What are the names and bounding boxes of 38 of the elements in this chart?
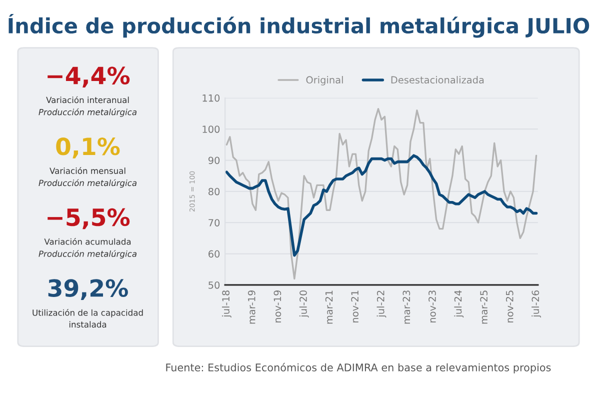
x-tick-label: nov-21 bbox=[351, 290, 359, 322]
y-tick-label: 50 bbox=[208, 281, 220, 289]
x-tick-label: mar-19 bbox=[248, 290, 256, 324]
x-tick-label: nov-23 bbox=[428, 290, 436, 322]
legend-label: Original bbox=[306, 76, 343, 86]
y-tick-label: 60 bbox=[208, 250, 220, 258]
y-tick-label: 100 bbox=[202, 126, 220, 133]
text: −4,4% bbox=[48, 66, 130, 88]
y-tick-label: 80 bbox=[208, 188, 220, 196]
x-tick-label: jul-22 bbox=[376, 290, 386, 318]
x-tick-label: mar-21 bbox=[325, 290, 333, 324]
text: Utilización de la capacidad bbox=[32, 309, 143, 318]
x-tick-label: jul-20 bbox=[299, 290, 309, 318]
text: −5,5% bbox=[48, 208, 130, 230]
y-tick-label: 90 bbox=[208, 156, 220, 164]
line-series bbox=[225, 154, 538, 257]
text: instalada bbox=[69, 321, 106, 328]
text: Producción metalúrgica bbox=[38, 250, 136, 259]
x-tick-label: mar-25 bbox=[480, 290, 488, 324]
text: Producción metalúrgica bbox=[38, 108, 136, 117]
y-tick-label: 110 bbox=[202, 94, 220, 102]
line-series bbox=[226, 108, 538, 280]
text: Variación mensual bbox=[50, 167, 126, 174]
chart-title: Índice de producción industrial metalúrgica JULIO bbox=[8, 14, 590, 38]
x-tick-label: jul-24 bbox=[454, 290, 464, 318]
text: Variación interanual bbox=[46, 96, 129, 104]
x-tick-label: mar-23 bbox=[402, 290, 410, 324]
legend-label: Desestacionalizada bbox=[391, 76, 484, 84]
text: 0,1% bbox=[56, 137, 120, 158]
x-tick-label: jul-18 bbox=[222, 290, 232, 318]
x-tick-label: nov-19 bbox=[274, 290, 282, 322]
x-tick-label: jul-26 bbox=[532, 290, 541, 318]
y-tick-label: 70 bbox=[208, 219, 220, 226]
text: Variación acumulada bbox=[44, 238, 131, 245]
x-tick-label: nov-25 bbox=[506, 290, 514, 322]
text: 39,2% bbox=[48, 279, 128, 300]
text: Producción metalúrgica bbox=[38, 179, 136, 188]
source-note: Fuente: Estudios Económicos de ADIMRA en base a relevamientos propios bbox=[166, 362, 551, 374]
